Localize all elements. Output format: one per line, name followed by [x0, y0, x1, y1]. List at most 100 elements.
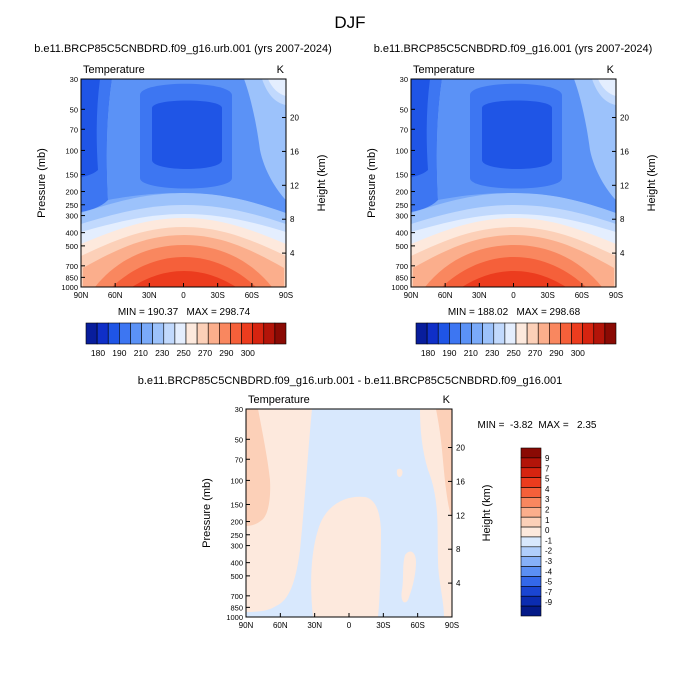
- colorbar-label: 190: [112, 348, 126, 358]
- contour-band: [246, 409, 271, 526]
- colorbar-label: 300: [241, 348, 255, 358]
- colorbar-label: 180: [421, 348, 435, 358]
- colorbar-box: [460, 322, 472, 345]
- colorbar-box: [520, 447, 542, 459]
- colorbar-temperature-left: 180 190 210 230 250 270 290 300: [85, 322, 287, 358]
- colorbar-label: -2: [545, 547, 553, 556]
- colorbar-box: [515, 322, 528, 345]
- y-tick-label: 50: [70, 105, 78, 114]
- left-string: Temperature: [83, 64, 145, 76]
- colorbar-box: [520, 595, 542, 607]
- colorbar-label: -9: [545, 598, 553, 607]
- colorbar-box: [520, 576, 542, 587]
- colorbar-box: [426, 322, 439, 345]
- colorbar-box: [219, 322, 231, 345]
- figure-title: DJF: [334, 13, 365, 32]
- min-max-text: MIN = 188.02 MAX = 298.68: [448, 307, 581, 318]
- panel-difference: b.e11.BRCP85C5CNBDRD.f09_g16.urb.001 - b…: [138, 375, 597, 630]
- colorbar-box: [520, 477, 542, 488]
- colorbar-label: 230: [155, 348, 169, 358]
- colorbar-box: [520, 467, 542, 478]
- y2-tick-label: 20: [456, 444, 465, 453]
- x-tick-label: 60S: [411, 621, 425, 630]
- colorbar-box: [141, 322, 153, 345]
- y-tick-label: 70: [70, 125, 78, 134]
- colorbar-label: 210: [464, 348, 478, 358]
- colorbar-label: 300: [571, 348, 585, 358]
- y-tick-label: 250: [65, 201, 78, 210]
- colorbar-label: -7: [545, 588, 553, 597]
- y-tick-label: 30: [70, 75, 78, 84]
- colorbar-box: [520, 605, 542, 617]
- y-tick-label: 150: [65, 170, 78, 179]
- y-tick-label: 300: [65, 212, 78, 221]
- colorbar-box: [482, 322, 495, 345]
- y2-tick-label: 4: [456, 579, 461, 588]
- colorbar-box: [85, 322, 98, 345]
- x-tick-label: 90S: [445, 621, 459, 630]
- min-max-text: MIN = -3.82 MAX = 2.35: [478, 420, 597, 431]
- x-tick-label: 60N: [108, 291, 123, 300]
- colorbar-temperature-right: 180 190 210 230 250 270 290 300: [415, 322, 617, 358]
- y-tick-label: 700: [395, 262, 408, 271]
- y-tick-label: 850: [230, 603, 243, 612]
- y2-axis-label: Height (km): [481, 485, 493, 542]
- y-tick-label: 30: [400, 75, 408, 84]
- colorbar-box: [560, 322, 572, 345]
- y2-tick-label: 16: [290, 147, 299, 156]
- colorbar-label: 230: [485, 348, 499, 358]
- colorbar-box: [207, 322, 220, 345]
- contour-field: [246, 409, 452, 617]
- y2-tick-label: 20: [290, 114, 299, 123]
- x-tick-label: 0: [347, 621, 352, 630]
- y-axis-label: Pressure (mb): [36, 148, 48, 218]
- panel-control: b.e11.BRCP85C5CNBDRD.f09_g16.001 (yrs 20…: [366, 43, 658, 318]
- contour-band: [401, 551, 416, 603]
- colorbar-box: [230, 322, 242, 345]
- colorbar-box: [549, 322, 561, 345]
- y-tick-label: 70: [235, 455, 243, 464]
- y-tick-label: 300: [395, 212, 408, 221]
- colorbar-box: [449, 322, 461, 345]
- colorbar-box: [520, 586, 542, 597]
- panel-title: b.e11.BRCP85C5CNBDRD.f09_g16.urb.001 - b…: [138, 375, 563, 387]
- y-tick-label: 500: [65, 242, 78, 251]
- x-tick-label: 90N: [74, 291, 89, 300]
- y2-tick-label: 4: [620, 249, 625, 258]
- y-axis-label: Pressure (mb): [366, 148, 378, 218]
- y2-tick-label: 8: [456, 545, 461, 554]
- left-string: Temperature: [413, 64, 475, 76]
- y2-tick-label: 20: [620, 114, 629, 123]
- y-tick-label: 400: [65, 229, 78, 238]
- y-tick-label: 200: [395, 188, 408, 197]
- colorbar-label: 210: [134, 348, 148, 358]
- y-tick-label: 700: [230, 592, 243, 601]
- colorbar-box: [274, 322, 287, 345]
- y2-tick-label: 16: [456, 477, 465, 486]
- contour-band: [81, 79, 100, 177]
- y-tick-label: 850: [395, 273, 408, 282]
- x-tick-label: 90S: [279, 291, 293, 300]
- left-string: Temperature: [248, 394, 310, 406]
- colorbar-box: [185, 322, 198, 345]
- panel-urb: b.e11.BRCP85C5CNBDRD.f09_g16.urb.001 (yr…: [34, 43, 332, 318]
- x-tick-label: 60S: [245, 291, 259, 300]
- colorbar-box: [174, 322, 187, 345]
- y-tick-label: 250: [395, 201, 408, 210]
- y-axis-label: Pressure (mb): [201, 478, 213, 548]
- x-tick-label: 60N: [438, 291, 453, 300]
- y-tick-label: 200: [65, 188, 78, 197]
- colorbar-label: -3: [545, 557, 553, 566]
- y-tick-label: 1000: [391, 283, 408, 292]
- y-tick-label: 50: [235, 435, 243, 444]
- x-tick-label: 0: [511, 291, 516, 300]
- colorbar-box: [107, 322, 120, 345]
- panel-title: b.e11.BRCP85C5CNBDRD.f09_g16.urb.001 (yr…: [34, 43, 332, 55]
- colorbar-box: [163, 322, 176, 345]
- contour-band: [268, 79, 286, 96]
- contour-band: [424, 587, 441, 611]
- colorbar-label: -4: [545, 567, 553, 576]
- y2-tick-label: 12: [456, 511, 465, 520]
- y2-tick-label: 8: [620, 215, 625, 224]
- y2-axis-label: Height (km): [646, 155, 658, 212]
